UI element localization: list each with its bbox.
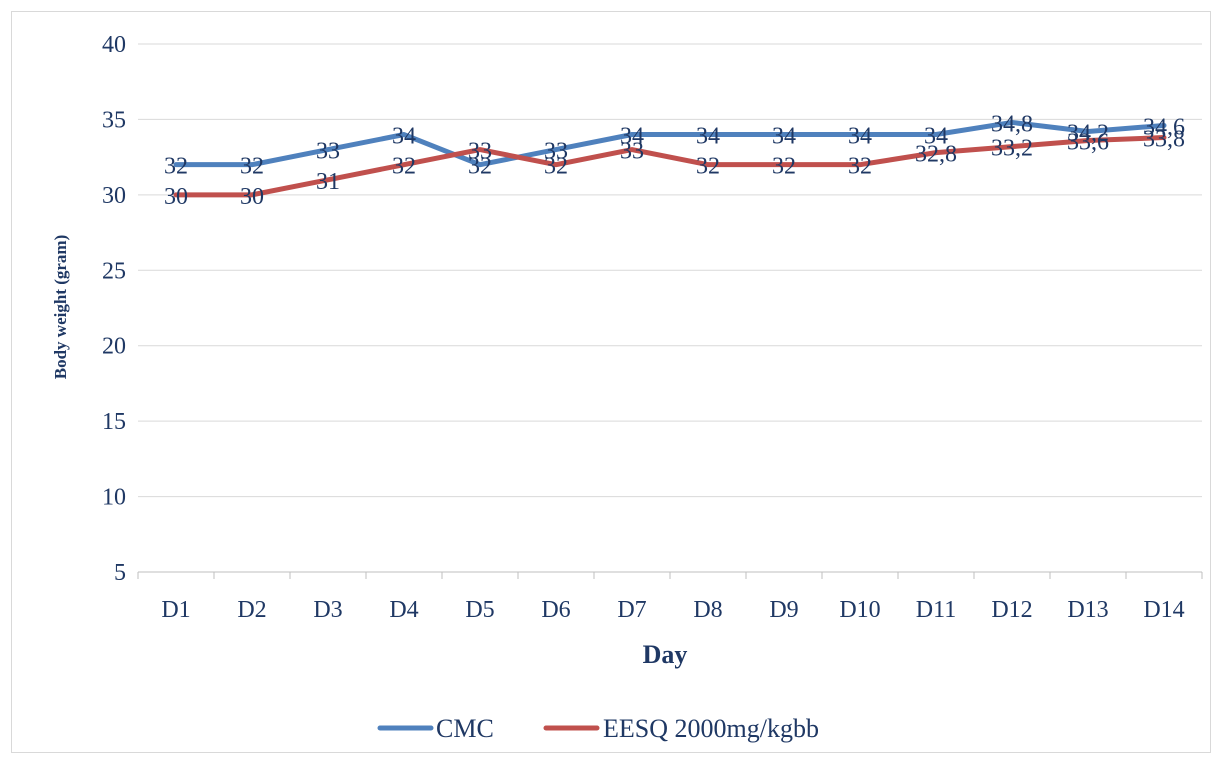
series-lines [173,119,1167,198]
data-label: 34,6 [1143,114,1185,140]
data-label: 34 [924,124,948,150]
x-tick-label: D13 [1067,597,1108,623]
x-tick-label: D5 [465,597,494,623]
data-label: 33 [468,139,492,165]
data-label: 33,8 [1143,127,1185,153]
data-label: 33 [544,139,568,165]
data-label: 33 [316,139,340,165]
gridlines [138,43,1202,498]
data-label: 34 [772,124,796,150]
data-label: 30 [164,184,188,210]
x-tick-label: D3 [313,597,342,623]
y-tick-label: 10 [102,485,126,511]
data-label: 30 [240,184,264,210]
x-axis-label: Day [643,640,688,669]
y-tick-label: 25 [102,258,126,284]
y-tick-label: 15 [102,409,126,435]
x-tick-label: D10 [839,597,880,623]
data-label: 32 [848,154,872,180]
y-tick-label: 40 [102,32,126,58]
data-label: 32 [468,154,492,180]
y-tick-labels: 5 10 15 20 25 30 35 40 [102,32,126,586]
data-label: 34,2 [1067,120,1109,146]
x-tick-label: D8 [693,597,722,623]
data-label: 31 [316,169,340,195]
y-tick-label: 20 [102,334,126,360]
chart-frame [11,11,1211,753]
data-label: 33,2 [991,136,1033,162]
x-tick-label: D14 [1143,597,1184,623]
series-line [173,119,1167,168]
x-tick-label: D1 [161,597,190,623]
data-label: 33,6 [1067,130,1109,156]
y-axis-label: Body weight (gram) [51,235,70,379]
x-tick-label: D7 [617,597,646,623]
series-line [173,135,1167,198]
y-tick-label: 30 [102,183,126,209]
data-label: 32 [392,154,416,180]
data-label: 32 [696,154,720,180]
x-tick-label: D6 [541,597,570,623]
legend: CMC EESQ 2000mg/kgbb [377,714,819,743]
y-tick-label: 5 [114,560,126,586]
x-tick-label: D4 [389,597,418,623]
data-label: 32 [772,154,796,180]
x-tick-label: D12 [991,597,1032,623]
legend-label: CMC [436,714,494,743]
data-label: 32 [164,154,188,180]
data-label: 34 [392,124,416,150]
y-tick-label: 35 [102,107,126,133]
data-label: 34 [848,124,872,150]
data-label: 34 [620,124,644,150]
data-label: 32 [544,154,568,180]
x-tick-label: D2 [237,597,266,623]
x-tick-labels: D1 D2 D3 D4 D5 D6 D7 D8 D9 D10 D11 D12 D13 D14 [161,597,1184,623]
axes [137,571,1203,579]
data-label: 34,8 [991,111,1033,137]
data-label: 32 [240,154,264,180]
data-label: 32,8 [915,142,957,168]
x-tick-label: D9 [769,597,798,623]
data-label: 34 [696,124,720,150]
x-tick-label: D11 [916,597,956,623]
legend-label: EESQ 2000mg/kgbb [603,714,819,743]
data-label: 33 [620,139,644,165]
